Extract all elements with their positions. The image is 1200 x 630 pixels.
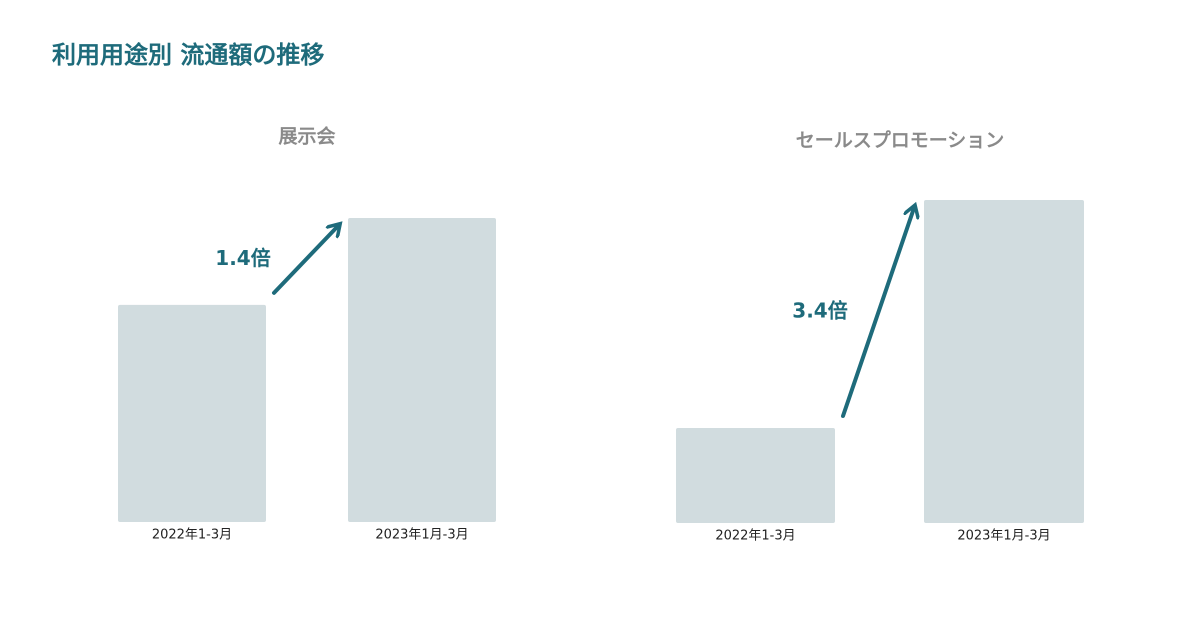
growth-arrow xyxy=(841,208,914,418)
x-tick-label: 2023年1月-3月 xyxy=(957,529,1050,544)
annotation: 1.4倍 xyxy=(215,246,270,270)
x-tick-label: 2022年1-3月 xyxy=(715,529,795,544)
bar xyxy=(924,200,1084,523)
page-title: 利用用途別 流通額の推移 xyxy=(52,41,324,69)
bar xyxy=(348,218,496,522)
bar xyxy=(118,304,266,522)
growth-arrow xyxy=(272,226,338,295)
chart-title: セールスプロモーション xyxy=(796,129,1005,152)
x-tick-label: 2023年1月-3月 xyxy=(375,528,468,543)
chart-title: 展示会 xyxy=(278,125,335,148)
bar xyxy=(676,428,835,523)
x-tick-label: 2022年1-3月 xyxy=(152,528,232,543)
annotation: 3.4倍 xyxy=(792,299,847,323)
